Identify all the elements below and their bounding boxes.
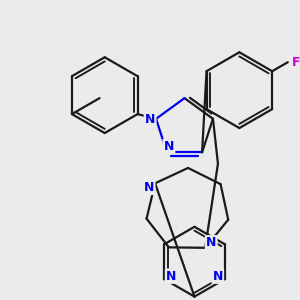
Text: F: F — [292, 56, 300, 69]
Text: N: N — [144, 181, 154, 194]
Text: N: N — [212, 270, 223, 283]
Text: N: N — [166, 270, 176, 283]
Text: N: N — [164, 140, 174, 153]
Text: N: N — [206, 236, 216, 249]
Text: N: N — [145, 113, 155, 126]
